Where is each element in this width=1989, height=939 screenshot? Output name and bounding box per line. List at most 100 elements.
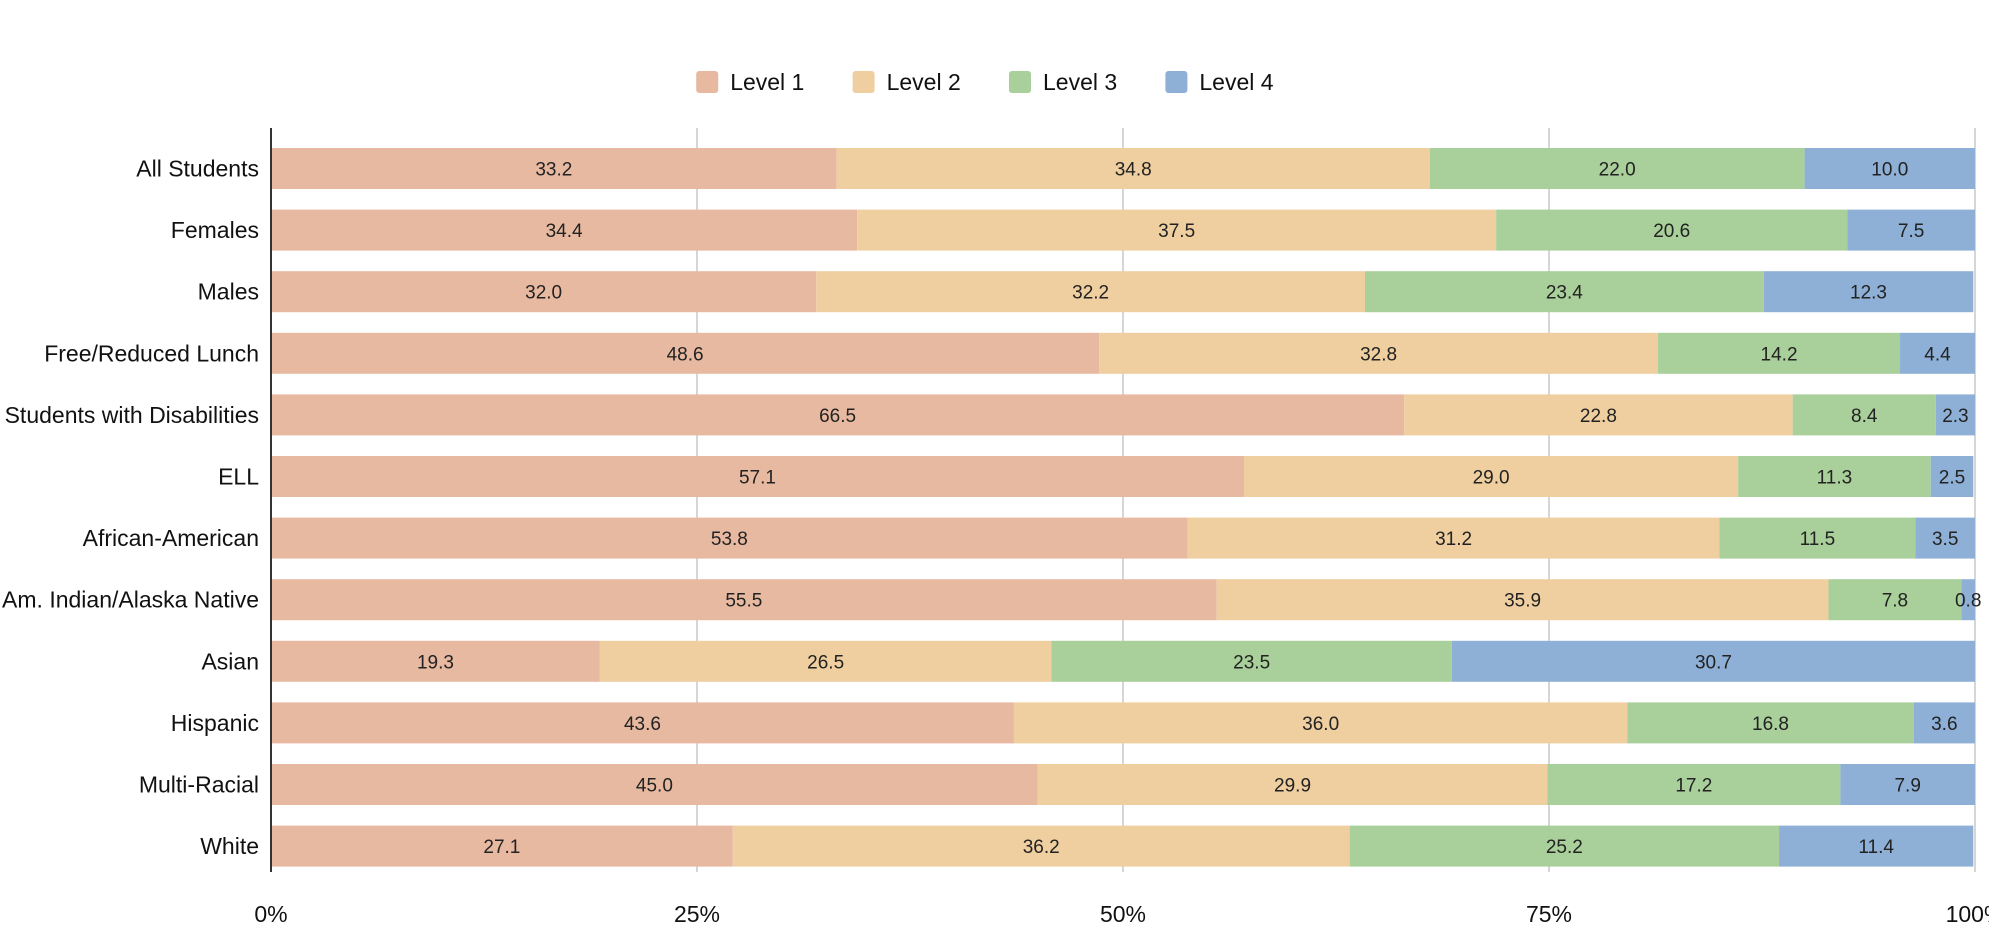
bar-value-label: 3.6 xyxy=(1931,714,1957,735)
bar-value-label: 19.3 xyxy=(417,652,454,673)
bar-segment xyxy=(1840,764,1975,805)
legend: Level 1 Level 2 Level 3 Level 4 xyxy=(696,69,1274,95)
bar-value-label: 55.5 xyxy=(725,591,762,612)
bar-segment xyxy=(1804,148,1975,189)
bars: 33.2 34.8 22.0 10.0 34.4 37.5 20.6 7.5 32.0 32.2 2… xyxy=(271,148,1981,867)
bar-segment xyxy=(732,825,1350,867)
legend-label: Level 1 xyxy=(730,69,804,95)
bar-segment xyxy=(1451,640,1975,682)
bar-value-label: 22.8 xyxy=(1580,406,1617,427)
bar-segment xyxy=(271,702,1014,744)
category-label: All Students xyxy=(136,156,259,182)
legend-label: Level 2 xyxy=(887,69,961,95)
legend-label: Level 3 xyxy=(1043,69,1117,95)
x-tick-label: 50% xyxy=(1100,901,1146,927)
bar-value-label: 10.0 xyxy=(1871,160,1908,181)
bar-segment xyxy=(271,209,858,251)
bar-segment xyxy=(271,332,1100,374)
category-label: African-American xyxy=(83,525,259,551)
bar-segment xyxy=(1719,517,1916,559)
bar-value-label: 45.0 xyxy=(636,776,673,797)
bar-segment xyxy=(1900,332,1975,374)
legend-item: Level 4 xyxy=(1165,69,1274,95)
bar-value-label: 48.6 xyxy=(667,344,704,365)
category-label: Multi-Racial xyxy=(139,772,259,798)
bar-value-label: 32.8 xyxy=(1360,344,1397,365)
bar-segment xyxy=(1547,764,1841,805)
bar-value-label: 23.5 xyxy=(1233,652,1270,673)
bar-segment xyxy=(1828,579,1962,621)
category-label: Males xyxy=(198,279,259,305)
legend-item: Level 3 xyxy=(1009,69,1117,95)
bar-segment xyxy=(1187,517,1720,559)
bar-value-label: 11.3 xyxy=(1817,468,1853,489)
bar-value-label: 7.8 xyxy=(1882,591,1908,612)
bar-segment xyxy=(271,271,817,313)
bar-value-label: 14.2 xyxy=(1761,344,1798,365)
bar-segment xyxy=(1779,825,1974,867)
x-tick-label: 75% xyxy=(1526,901,1572,927)
category-label: ELL xyxy=(218,464,259,490)
bar-segment xyxy=(1404,394,1793,436)
bar-value-label: 29.9 xyxy=(1274,776,1311,797)
bar-value-label: 3.5 xyxy=(1932,529,1958,550)
x-tick-label: 0% xyxy=(254,901,287,927)
bar-value-label: 20.6 xyxy=(1653,221,1690,242)
bar-value-label: 4.4 xyxy=(1924,344,1951,365)
legend-swatch xyxy=(1009,71,1031,93)
bar-value-label: 32.2 xyxy=(1072,283,1109,304)
bar-segment xyxy=(1013,702,1628,744)
bar-segment xyxy=(1847,209,1975,251)
bar-segment xyxy=(1496,209,1848,251)
bar-value-label: 7.9 xyxy=(1894,776,1920,797)
bar-segment xyxy=(857,209,1497,251)
category-label: Hispanic xyxy=(171,710,259,736)
bar-value-label: 36.2 xyxy=(1023,837,1060,858)
bar-segment xyxy=(599,640,1052,682)
bar-value-label: 34.4 xyxy=(546,221,583,242)
bar-value-label: 26.5 xyxy=(807,652,844,673)
bar-value-label: 7.5 xyxy=(1898,221,1924,242)
bar-value-label: 17.2 xyxy=(1675,776,1712,797)
bar-segment xyxy=(1243,456,1739,497)
bar-value-label: 31.2 xyxy=(1435,529,1472,550)
category-label: Am. Indian/Alaska Native xyxy=(2,587,259,613)
legend-swatch xyxy=(1165,71,1188,93)
bar-value-label: 32.0 xyxy=(525,283,562,304)
bar-value-label: 16.8 xyxy=(1752,714,1789,735)
bar-segment xyxy=(1364,271,1764,313)
category-label: Asian xyxy=(201,648,259,674)
category-label: Students with Disabilities xyxy=(5,402,259,428)
legend-label: Level 4 xyxy=(1199,69,1273,95)
x-tick-label: 100% xyxy=(1946,901,1989,927)
legend-swatch xyxy=(852,71,875,93)
bar-segment xyxy=(1658,332,1901,374)
bar-value-label: 35.9 xyxy=(1504,591,1541,612)
bar-value-label: 22.0 xyxy=(1599,160,1636,181)
bar-segment xyxy=(816,271,1365,313)
x-tick-label: 25% xyxy=(674,901,720,927)
bar-segment xyxy=(1349,825,1780,867)
bar-value-label: 57.1 xyxy=(739,468,776,489)
bar-value-label: 11.5 xyxy=(1800,529,1836,550)
legend-swatch xyxy=(696,71,719,93)
bar-value-label: 66.5 xyxy=(819,406,856,427)
bar-value-label: 23.4 xyxy=(1546,283,1583,304)
bar-segment xyxy=(271,394,1405,436)
legend-item: Level 2 xyxy=(852,69,961,95)
category-label: Females xyxy=(171,217,259,243)
bar-value-label: 53.8 xyxy=(711,529,748,550)
legend-item: Level 1 xyxy=(696,69,804,95)
bar-segment xyxy=(1429,148,1805,189)
bar-segment xyxy=(1763,271,1974,313)
bar-segment xyxy=(1738,456,1931,497)
bar-segment xyxy=(1913,702,1975,744)
bar-value-label: 36.0 xyxy=(1302,714,1339,735)
axes: All Students Females Males Free/Reduced Lun… xyxy=(2,128,1989,927)
bar-value-label: 12.3 xyxy=(1850,283,1887,304)
bar-value-label: 2.3 xyxy=(1942,406,1968,427)
bar-segment xyxy=(271,148,837,189)
bar-value-label: 43.6 xyxy=(624,714,661,735)
